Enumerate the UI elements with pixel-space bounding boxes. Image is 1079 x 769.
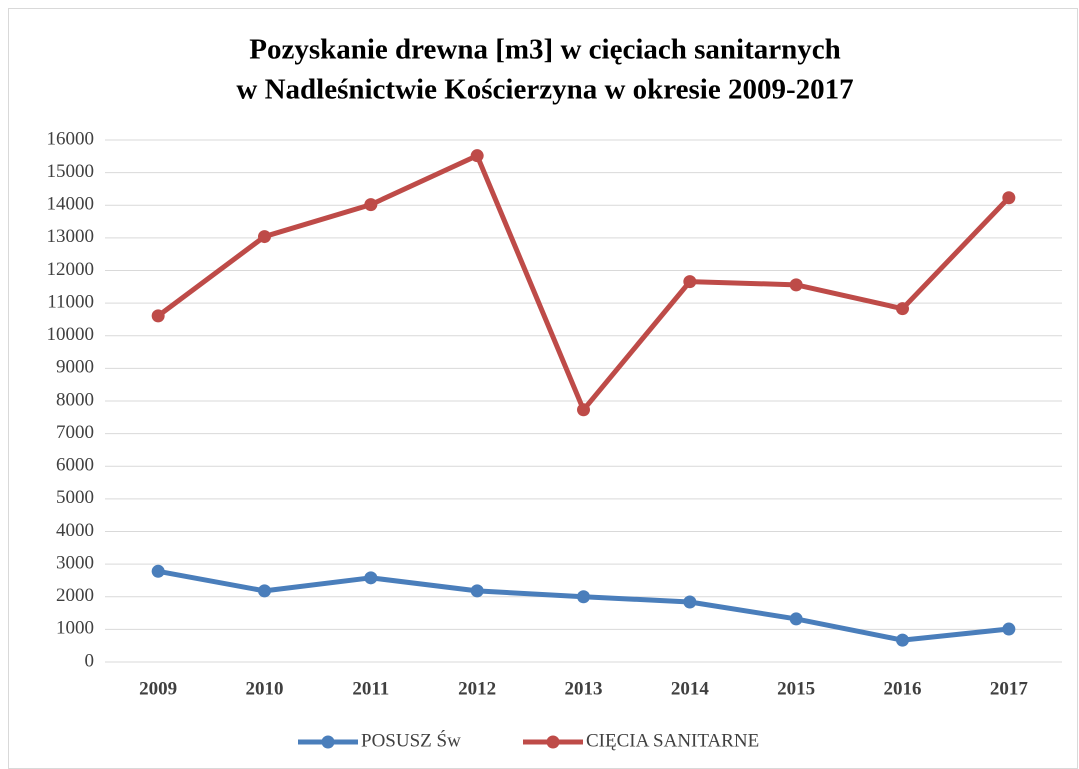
y-tick-label: 7000: [56, 422, 94, 443]
y-tick-label: 4000: [56, 520, 94, 541]
y-tick-label: 11000: [47, 291, 94, 312]
y-tick-label: 8000: [56, 389, 94, 410]
y-tick-label: 16000: [47, 128, 95, 149]
data-point: [470, 584, 484, 598]
data-point: [151, 309, 165, 323]
legend-label: CIĘCIA SANITARNE: [586, 730, 759, 751]
data-point: [151, 564, 165, 578]
x-tick-label: 2012: [458, 678, 496, 699]
x-tick-label: 2013: [565, 678, 603, 699]
y-tick-label: 6000: [56, 455, 94, 476]
data-point: [683, 275, 697, 289]
x-tick-label: 2010: [246, 678, 284, 699]
y-tick-label: 5000: [56, 487, 94, 508]
y-tick-label: 12000: [47, 259, 95, 280]
x-tick-label: 2017: [990, 678, 1029, 699]
legend-label: POSUSZ Św: [361, 729, 461, 751]
data-point: [258, 584, 271, 598]
legend-marker: [546, 735, 560, 749]
chart-border: [8, 8, 1078, 769]
y-tick-label: 1000: [56, 618, 94, 639]
data-point: [789, 612, 803, 626]
data-point: [896, 633, 909, 647]
y-tick-label: 0: [85, 650, 95, 671]
y-tick-label: 9000: [56, 357, 94, 378]
x-tick-label: 2014: [671, 678, 710, 699]
x-tick-label: 2016: [884, 678, 922, 699]
y-tick-label: 10000: [47, 324, 95, 345]
data-point: [577, 403, 590, 417]
data-point: [364, 571, 378, 585]
x-tick-label: 2011: [352, 678, 389, 699]
data-point: [364, 198, 378, 212]
y-tick-label: 15000: [47, 161, 95, 182]
data-point: [789, 278, 803, 292]
chart-title: w Nadleśnictwie Kościerzyna w okresie 20…: [236, 74, 853, 106]
data-point: [1002, 622, 1016, 636]
x-tick-label: 2009: [139, 678, 177, 699]
data-point: [683, 595, 697, 609]
y-tick-label: 14000: [47, 194, 95, 215]
data-point: [1002, 191, 1016, 205]
legend-marker: [321, 735, 335, 749]
data-point: [896, 302, 909, 316]
data-point: [577, 590, 590, 604]
y-tick-label: 13000: [47, 226, 95, 247]
y-tick-label: 2000: [56, 585, 94, 606]
data-point: [258, 230, 271, 244]
y-tick-label: 3000: [56, 552, 94, 573]
x-tick-label: 2015: [777, 678, 815, 699]
chart-title: Pozyskanie drewna [m3] w cięciach sanita…: [249, 34, 841, 66]
data-point: [470, 149, 484, 163]
